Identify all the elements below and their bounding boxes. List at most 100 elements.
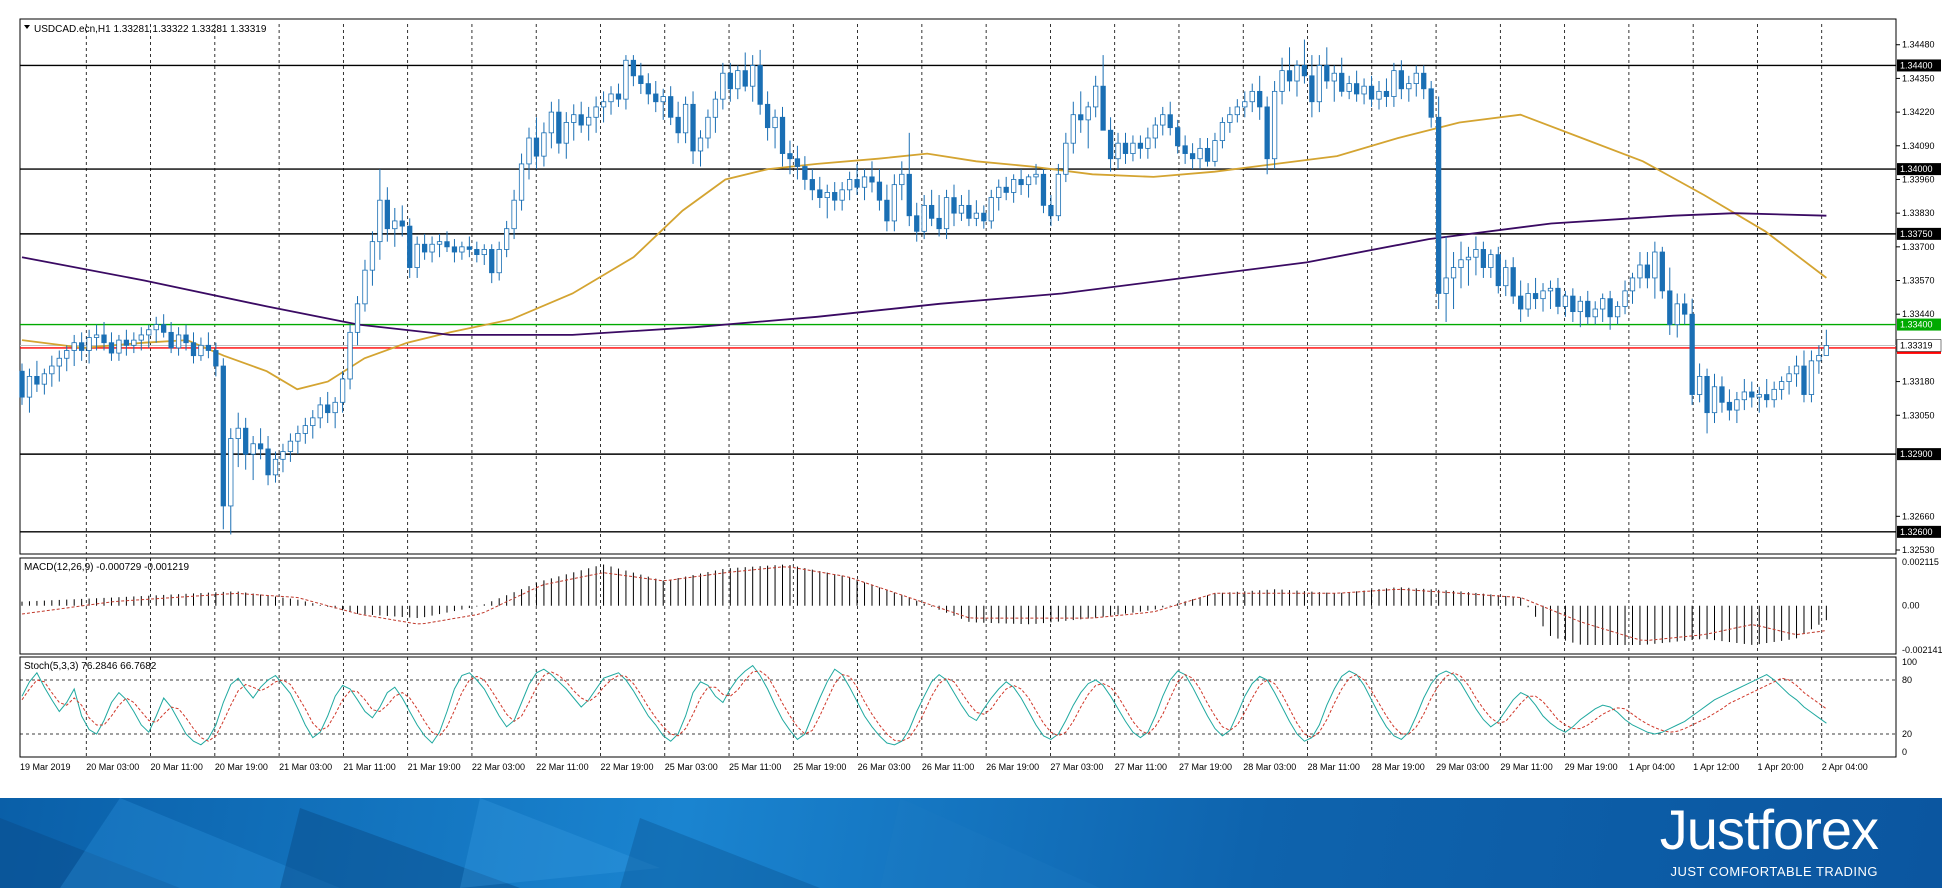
candle-bull bbox=[973, 212, 980, 219]
candle-bull bbox=[1115, 142, 1121, 160]
x-tick-label: 27 Mar 03:00 bbox=[1050, 762, 1103, 772]
candle-bull bbox=[563, 122, 569, 144]
candle-bear bbox=[645, 83, 651, 95]
x-tick-label: 22 Mar 11:00 bbox=[536, 762, 588, 772]
candle-bear bbox=[936, 217, 942, 230]
candle-bear bbox=[1518, 295, 1524, 310]
candle-bear bbox=[1659, 251, 1665, 292]
candle-bear bbox=[906, 173, 912, 217]
candle-bull bbox=[548, 111, 555, 134]
candle-bull bbox=[1361, 85, 1367, 95]
candle-bull bbox=[1197, 147, 1203, 160]
candle-bull bbox=[1734, 399, 1740, 411]
y-tick-label: 1.34220 bbox=[1902, 107, 1935, 117]
candle-bear bbox=[1764, 394, 1770, 401]
candle-bear bbox=[1018, 179, 1024, 186]
x-tick-label: 27 Mar 11:00 bbox=[1115, 762, 1167, 772]
candle-bear bbox=[981, 212, 987, 222]
main-pane[interactable] bbox=[19, 18, 1897, 555]
candle-bear bbox=[466, 246, 472, 250]
candle-bull bbox=[1525, 293, 1531, 310]
x-tick-label: 27 Mar 19:00 bbox=[1179, 762, 1232, 772]
candle-bull bbox=[511, 199, 517, 230]
candle-bull bbox=[1577, 300, 1583, 313]
candle-bull bbox=[593, 106, 599, 118]
candle-bull bbox=[1771, 388, 1777, 401]
candle-bear bbox=[213, 350, 219, 367]
trading-chart[interactable]: 1.34480 1.34350 1.34220 1.34090 1.33960 1.338… bbox=[0, 0, 1942, 798]
stoch-signal-line bbox=[21, 670, 1827, 742]
level-label: 1.32900 bbox=[1900, 449, 1933, 459]
y-tick-label: 1.33960 bbox=[1902, 174, 1935, 184]
candle-bear bbox=[444, 241, 450, 248]
candle-bear bbox=[123, 339, 130, 346]
candle-bull bbox=[1458, 259, 1464, 268]
candle-bull bbox=[71, 342, 77, 351]
candle-bear bbox=[1436, 116, 1442, 294]
stoch-y-label: 100 bbox=[1902, 657, 1917, 667]
candle-bull bbox=[996, 186, 1002, 199]
candle-bull bbox=[1629, 277, 1636, 292]
y-tick-label: 1.33180 bbox=[1902, 377, 1935, 387]
candle-bear bbox=[884, 199, 890, 222]
candle-bull bbox=[1063, 142, 1069, 175]
candle-bull bbox=[1294, 65, 1300, 82]
candle-bull bbox=[1540, 290, 1546, 300]
candle-bear bbox=[1398, 70, 1404, 90]
macd-pane[interactable] bbox=[19, 557, 1897, 655]
candle-bull bbox=[608, 93, 614, 103]
candle-bear bbox=[1749, 391, 1755, 398]
candle-bear bbox=[108, 342, 115, 354]
x-tick-label: 22 Mar 03:00 bbox=[472, 762, 525, 772]
x-tick-label: 20 Mar 11:00 bbox=[151, 762, 203, 772]
decorative-triangles bbox=[0, 798, 1100, 888]
stoch-main-line bbox=[21, 664, 1827, 746]
candle-bear bbox=[168, 331, 174, 349]
candle-bear bbox=[1175, 127, 1181, 147]
candle-bear bbox=[764, 103, 771, 129]
candle-bull bbox=[1488, 254, 1494, 268]
stoch-y-label: 20 bbox=[1902, 729, 1912, 739]
moving-averages bbox=[21, 113, 1827, 391]
candle-bear bbox=[787, 153, 793, 160]
x-tick-label: 26 Mar 03:00 bbox=[858, 762, 911, 772]
candle-bull bbox=[1696, 375, 1703, 395]
candle-bull bbox=[414, 243, 420, 268]
candle-bear bbox=[1167, 114, 1173, 129]
candle-bear bbox=[1726, 401, 1733, 411]
candle-bear bbox=[399, 220, 405, 227]
candle-bear bbox=[668, 96, 674, 118]
candle-bull bbox=[138, 334, 144, 341]
candle-bear bbox=[869, 176, 875, 183]
candle-bull bbox=[332, 401, 338, 414]
candle-bull bbox=[1674, 303, 1680, 325]
candle-bear bbox=[190, 342, 197, 357]
candle-bull bbox=[86, 337, 92, 351]
candle-bear bbox=[690, 103, 696, 152]
candle-bull bbox=[720, 72, 726, 100]
stoch-pane[interactable] bbox=[19, 656, 1897, 758]
candle-bear bbox=[1189, 153, 1196, 160]
candle-bull bbox=[1331, 72, 1337, 82]
candle-bear bbox=[876, 181, 883, 201]
candle-bull bbox=[116, 339, 122, 354]
macd-title: MACD(12,26,9) -0.000729 -0.001219 bbox=[24, 562, 190, 573]
candle-bear bbox=[1137, 142, 1144, 149]
x-tick-label: 26 Mar 11:00 bbox=[922, 762, 974, 772]
candle-bull bbox=[541, 132, 547, 157]
x-tick-label: 1 Apr 04:00 bbox=[1629, 762, 1675, 772]
candle-bull bbox=[899, 173, 905, 186]
candle-bear bbox=[1182, 145, 1188, 154]
candle-bear bbox=[1204, 147, 1211, 162]
candle-bull bbox=[943, 197, 950, 230]
candle-bear bbox=[1719, 386, 1725, 403]
candle-bull bbox=[1212, 140, 1218, 162]
candle-bull bbox=[1346, 83, 1352, 92]
candle-bull bbox=[1152, 124, 1158, 139]
collapse-triangle-icon[interactable] bbox=[24, 25, 30, 29]
candle-bull bbox=[846, 179, 853, 191]
candle-bear bbox=[1682, 303, 1688, 315]
candle-bear bbox=[914, 215, 920, 232]
candle-bear bbox=[809, 179, 815, 191]
candle-bear bbox=[1585, 300, 1591, 318]
